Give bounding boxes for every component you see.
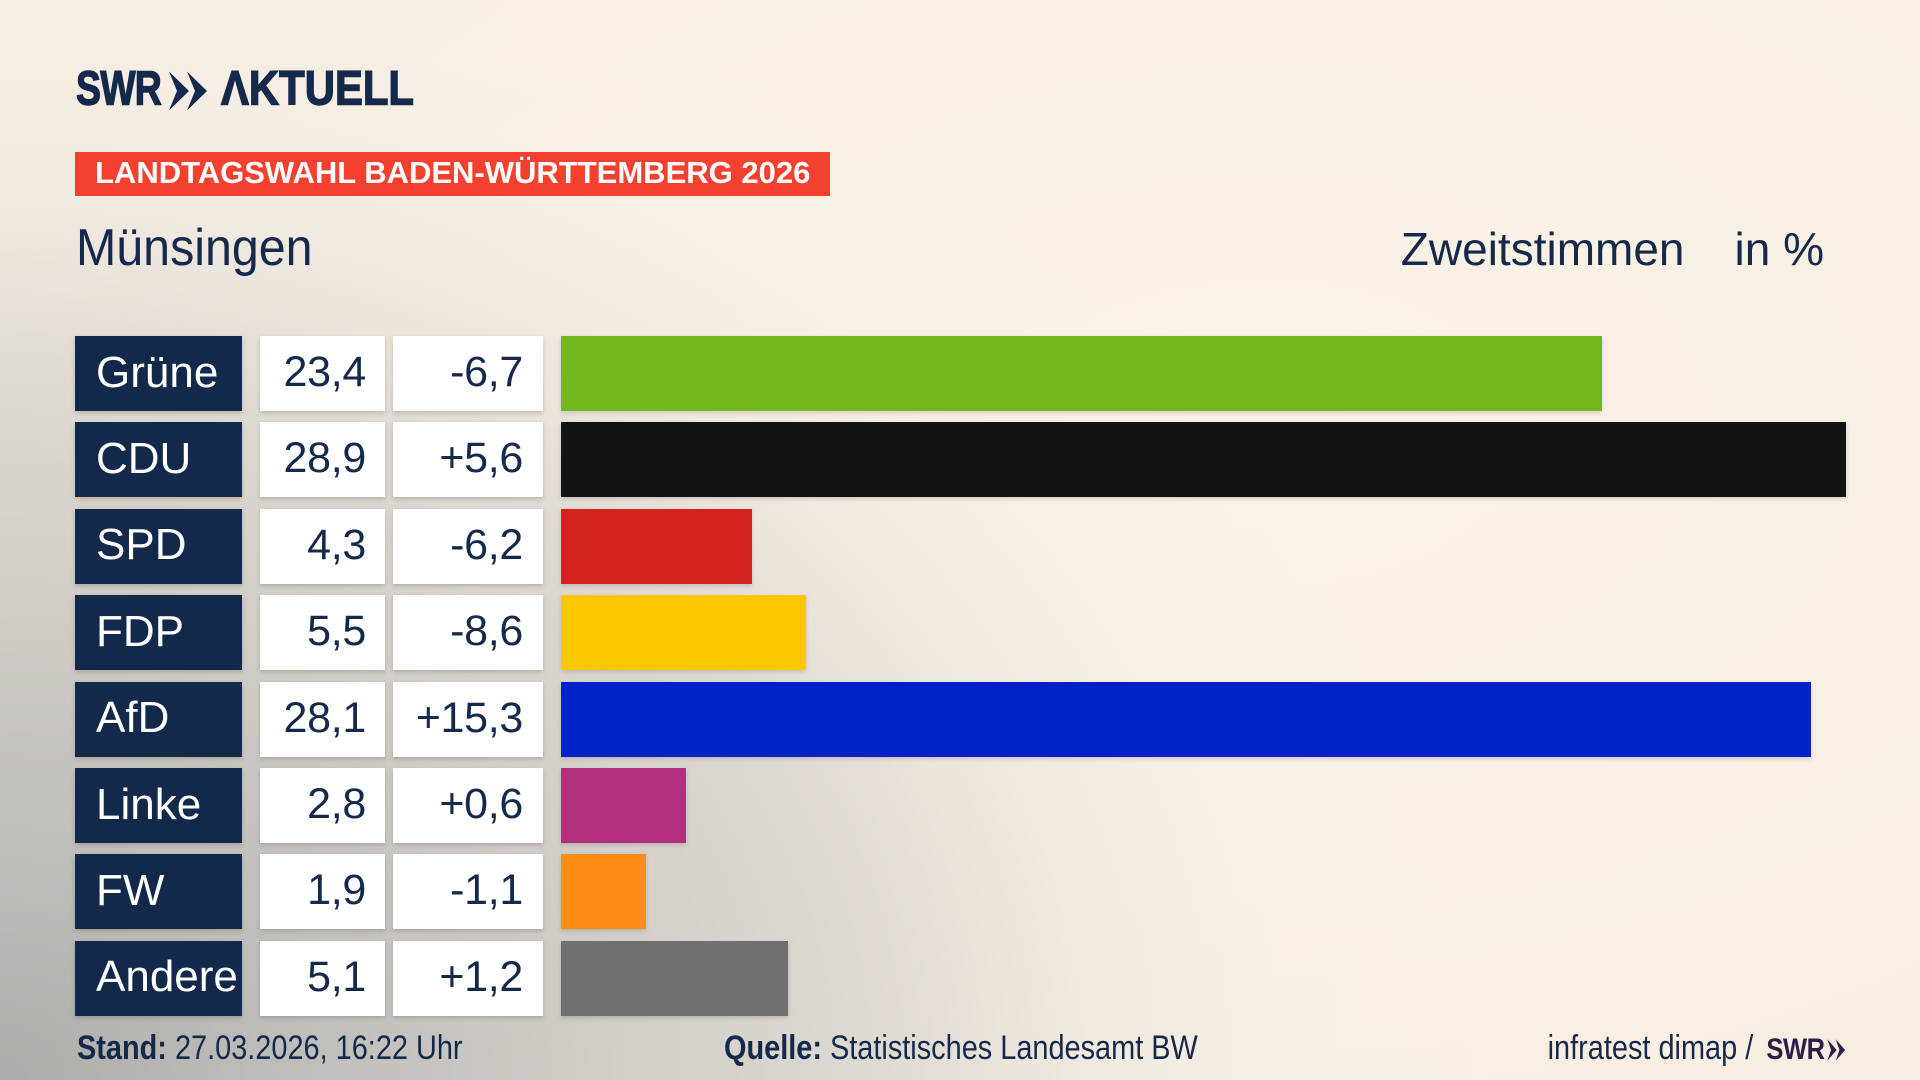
party-change-cell: -6,2 bbox=[393, 508, 543, 584]
party-bar bbox=[561, 422, 1847, 498]
party-bar bbox=[561, 940, 788, 1016]
party-bar bbox=[561, 854, 646, 930]
agency-name: infratest dimap / bbox=[1547, 1029, 1762, 1067]
party-value-cell: 5,1 bbox=[260, 940, 385, 1016]
party-value-cell: 28,9 bbox=[260, 422, 385, 498]
quelle-value: Statistisches Landesamt BW bbox=[821, 1029, 1198, 1067]
party-change-cell: -6,7 bbox=[393, 336, 543, 411]
stand-timestamp: Stand: 27.03.2026, 16:22 Uhr bbox=[77, 1029, 463, 1067]
party-change-cell: -8,6 bbox=[393, 595, 543, 671]
logo-double-chevron-icon bbox=[169, 71, 207, 111]
party-row-spd: SPD 4,3 -6,2 bbox=[0, 508, 1920, 584]
logo-aktuell-text: ΛKTUELL bbox=[220, 62, 414, 116]
party-change-cell: +1,2 bbox=[393, 940, 543, 1016]
party-row-cdu: CDU 28,9 +5,6 bbox=[0, 422, 1920, 498]
chevron-shape bbox=[187, 71, 207, 111]
party-change-cell: -1,1 bbox=[393, 854, 543, 930]
quelle-label: Quelle: bbox=[724, 1029, 822, 1067]
footer-swr-logo: SWR bbox=[1767, 1035, 1846, 1065]
election-badge: LANDTAGSWAHL BADEN-WÜRTTEMBERG 2026 bbox=[75, 152, 831, 196]
stand-value: 27.03.2026, 16:22 Uhr bbox=[166, 1029, 463, 1067]
municipality-title: Münsingen bbox=[76, 219, 313, 277]
party-name-cell: Linke bbox=[75, 768, 242, 843]
party-bar bbox=[561, 336, 1602, 411]
footer-double-chevron-icon bbox=[1827, 1039, 1846, 1061]
chevron-shape bbox=[1835, 1039, 1846, 1061]
party-change-cell: +0,6 bbox=[393, 768, 543, 843]
party-row-andere: Andere 5,1 +1,2 bbox=[0, 940, 1920, 1016]
party-row-fdp: FDP 5,5 -8,6 bbox=[0, 595, 1920, 671]
party-value-cell: 1,9 bbox=[260, 854, 385, 930]
party-bar bbox=[561, 768, 686, 843]
party-name-cell: AfD bbox=[75, 681, 242, 757]
party-value-cell: 4,3 bbox=[260, 508, 385, 584]
party-value-cell: 5,5 bbox=[260, 595, 385, 671]
party-name-cell: CDU bbox=[75, 422, 242, 498]
party-change-cell: +15,3 bbox=[393, 681, 543, 757]
swr-aktuell-logo: SWR ΛKTUELL bbox=[0, 64, 500, 113]
party-value-cell: 23,4 bbox=[260, 336, 385, 411]
party-bar bbox=[561, 508, 753, 584]
party-bar bbox=[561, 681, 1811, 757]
party-row-grüne: Grüne 23,4 -6,7 bbox=[0, 336, 1920, 411]
footer-swr-text: SWR bbox=[1766, 1033, 1826, 1066]
party-bar bbox=[561, 595, 806, 671]
party-change-cell: +5,6 bbox=[393, 422, 543, 498]
party-row-fw: FW 1,9 -1,1 bbox=[0, 854, 1920, 930]
party-value-cell: 28,1 bbox=[260, 681, 385, 757]
vote-info: Zweitstimmen in % bbox=[1401, 226, 1824, 273]
vote-type-label: Zweitstimmen bbox=[1400, 223, 1685, 275]
party-name-cell: Grüne bbox=[75, 336, 242, 411]
party-name-cell: FDP bbox=[75, 595, 242, 671]
source-credit: Quelle: Statistisches Landesamt BW bbox=[724, 1029, 1198, 1067]
party-row-linke: Linke 2,8 +0,6 bbox=[0, 768, 1920, 843]
chevron-shape bbox=[1827, 1039, 1837, 1061]
party-value-cell: 2,8 bbox=[260, 768, 385, 843]
logo-swr-text: SWR bbox=[75, 62, 162, 116]
unit-label: in % bbox=[1734, 223, 1824, 275]
chevron-shape bbox=[169, 71, 189, 111]
party-name-cell: SPD bbox=[75, 508, 242, 584]
party-name-cell: FW bbox=[75, 854, 242, 930]
party-name-cell: Andere bbox=[75, 940, 242, 1016]
party-row-afd: AfD 28,1 +15,3 bbox=[0, 681, 1920, 757]
stand-label: Stand: bbox=[77, 1029, 167, 1067]
agency-credit: infratest dimap / SWR bbox=[1548, 1029, 1846, 1067]
